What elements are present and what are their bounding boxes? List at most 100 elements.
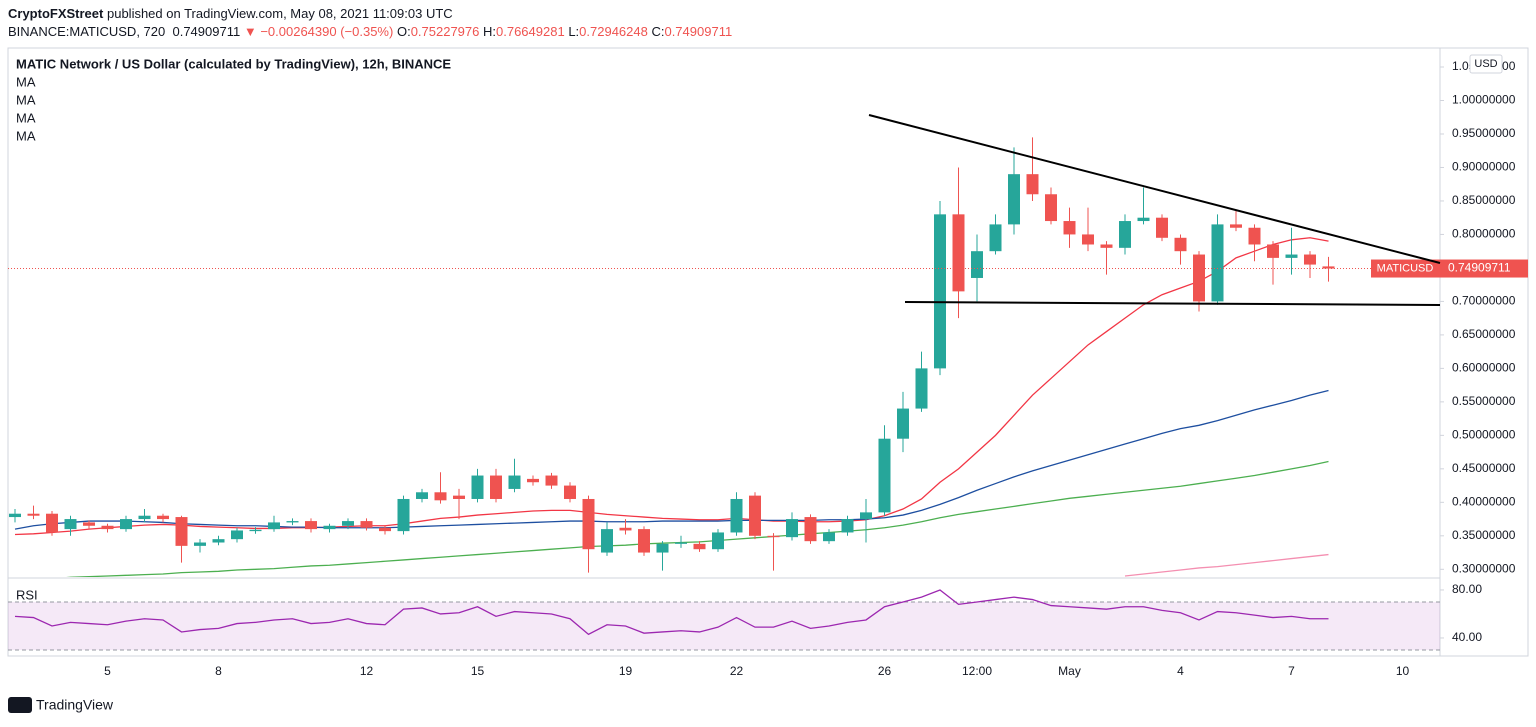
legend-ma: MA	[16, 128, 36, 143]
candle-body	[582, 498, 595, 550]
main-pane	[8, 137, 1440, 577]
rsi-tick-label: 80.00	[1452, 582, 1482, 596]
candle-body	[1137, 217, 1150, 222]
x-tick-label: 26	[878, 664, 892, 678]
h-value: 0.76649281	[496, 24, 565, 39]
candle-body	[601, 529, 613, 553]
candle-body	[989, 224, 1002, 252]
y-tick-label: 0.30000000	[1452, 561, 1516, 575]
y-tick-label: 0.55000000	[1452, 394, 1516, 408]
rsi-band	[8, 601, 1440, 650]
x-tick-label: 12	[360, 664, 374, 678]
quote-line: BINANCE:MATICUSD, 720 0.74909711 ▼ −0.00…	[8, 24, 732, 39]
rsi-pane	[8, 589, 1440, 651]
header-line: CryptoFXStreet published on TradingView.…	[8, 6, 453, 21]
x-tick-label: 4	[1177, 664, 1184, 678]
legend-ma: MA	[16, 74, 36, 89]
y-tick-label: 0.85000000	[1452, 193, 1516, 207]
y-tick-label: 0.80000000	[1452, 227, 1516, 241]
candle-body	[971, 251, 983, 278]
moving-average	[1124, 553, 1329, 577]
candle-body	[730, 498, 743, 533]
candle-body	[268, 522, 280, 530]
y-tick-label: 0.35000000	[1452, 528, 1516, 542]
candle-body	[804, 517, 817, 542]
candle-body	[749, 495, 761, 536]
candle-body	[1063, 221, 1076, 235]
candle-body	[138, 515, 151, 520]
candle-body	[342, 521, 354, 526]
candle-body	[212, 539, 225, 543]
candle-body	[323, 525, 336, 530]
candle-body	[101, 525, 114, 530]
candle-body	[545, 475, 558, 486]
published: published on TradingView.com, May 08, 20…	[106, 6, 453, 21]
candle-body	[1100, 244, 1113, 248]
candle-body	[952, 214, 965, 292]
candle-body	[120, 519, 132, 530]
candle-body	[64, 519, 77, 530]
candle-body	[231, 530, 243, 540]
candle-body	[1211, 224, 1224, 302]
down-arrow: ▼	[243, 24, 257, 39]
frame	[7, 47, 1529, 657]
price-tag-text: 0.74909711	[1448, 261, 1511, 275]
symbol: BINANCE:MATICUSD, 720	[8, 24, 166, 39]
candle-body	[1248, 227, 1261, 245]
rsi-tick-label: 40.00	[1452, 630, 1482, 644]
candle-body	[453, 495, 465, 499]
legend-ma: MA	[16, 92, 36, 107]
candle-body	[1285, 254, 1298, 258]
candle-body	[194, 542, 206, 546]
candle-body	[638, 529, 650, 553]
candle-body	[9, 513, 21, 518]
candle-body	[490, 475, 502, 499]
candle-body	[175, 517, 188, 546]
candle-body	[416, 492, 428, 499]
rsi-label: RSI	[16, 587, 38, 602]
candle-body	[27, 513, 40, 516]
candle-body	[897, 408, 909, 439]
candle-body	[379, 527, 391, 532]
candle-body	[360, 521, 373, 528]
candle-body	[841, 519, 854, 533]
candle-body	[1008, 174, 1020, 225]
candle-body	[1230, 224, 1242, 228]
currency-box	[1469, 54, 1503, 74]
moving-average	[66, 460, 1329, 577]
last-price: 0.74909711	[172, 24, 241, 39]
candle-body	[564, 485, 576, 499]
candle-body	[1156, 217, 1168, 238]
symbol-tag-text: MATICUSD	[1377, 262, 1434, 274]
candle-body	[1174, 237, 1187, 252]
candle-body	[934, 214, 946, 369]
x-tick-label: 5	[104, 664, 111, 678]
candle-body	[767, 535, 780, 538]
candle-body	[693, 543, 706, 550]
candle-body	[823, 532, 835, 542]
moving-average	[14, 389, 1329, 530]
l-value: 0.72946248	[579, 24, 648, 39]
l-label: L:	[568, 24, 580, 39]
c-value: 0.74909711	[664, 24, 733, 39]
candle-body	[1304, 254, 1316, 265]
candle-body	[83, 522, 95, 526]
logo	[8, 697, 32, 713]
y-tick-label: 0.45000000	[1452, 461, 1516, 475]
o-label: O:	[396, 24, 411, 39]
y-tick-label: 0.65000000	[1452, 327, 1516, 341]
candle-body	[1082, 234, 1094, 245]
y-tick-label: 0.60000000	[1452, 361, 1516, 375]
y-tick-label: 0.50000000	[1452, 428, 1516, 442]
x-tick-label: 12:00	[962, 664, 992, 678]
candle-body	[249, 529, 262, 532]
candle-body	[860, 512, 872, 520]
candle-body	[46, 513, 58, 533]
candle-body	[305, 521, 317, 530]
change: −0.00264390 (−0.35%)	[260, 24, 394, 39]
candle-body	[157, 515, 169, 520]
o-value: 0.75227976	[410, 24, 480, 39]
x-tick-label: May	[1058, 664, 1081, 678]
y-tick-label: 0.40000000	[1452, 494, 1516, 508]
